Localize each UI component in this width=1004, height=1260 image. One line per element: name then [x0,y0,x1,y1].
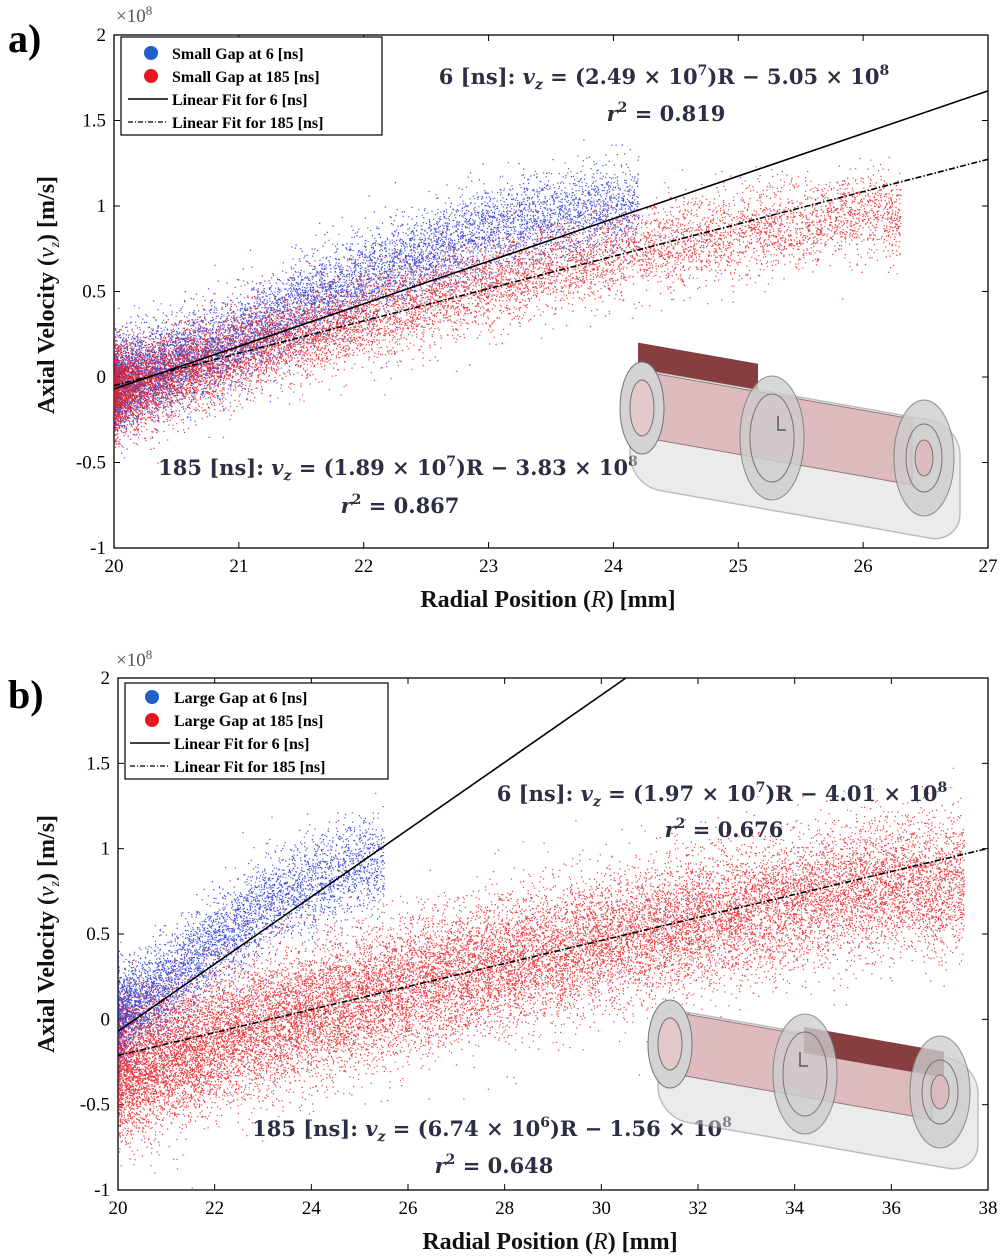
y-tick-label: -0.5 [76,453,106,474]
panel-b-r2-185ns: r2 = 0.648 [435,1152,554,1178]
panel-a-eq-6ns: 6 [ns]: vz = (2.49 × 107)R − 5.05 × 108 [439,63,890,93]
panel-b-tick-labels: 20 22 24 26 28 30 32 34 36 38 -1 -0.5 0 0.5 1 1.5 2 [80,668,998,1219]
x-tick-label: 32 [689,1198,708,1219]
fit-line-185ns [113,158,989,387]
x-tick-label: 21 [229,556,248,577]
panel-a: a) ×108 20 21 22 23 24 25 26 27-1-0.500.511.52 … [8,3,998,613]
y-tick-label: -1 [94,1180,110,1201]
scatter-series-6ns [114,139,640,454]
x-tick-label: 22 [354,556,373,577]
panel-b-y-axis-title: Axial Velocity (vz) [m/s] [34,815,63,1053]
legend-entry-6ns: Small Gap at 6 [ns] [172,46,304,63]
y-tick-label: 0 [97,367,107,388]
panel-a-exponent: ×108 [116,3,152,27]
x-tick-label: 20 [105,556,124,577]
panel-a-fit-lines [113,90,989,390]
x-tick-label: 26 [399,1198,418,1219]
legend-marker-red [144,69,158,83]
y-tick-label: 0 [101,1009,111,1030]
panel-b-x-axis-title: Radial Position (R) [mm] [422,1229,677,1255]
x-tick-label: 27 [979,556,998,577]
legend-entry-fit-185ns: Linear Fit for 185 [ns] [174,759,325,776]
legend-marker-red [145,713,159,727]
panel-b: b) ×108 20 22 24 26 28 30 32 34 36 38 -1 -0.5 0 0.5 1 1… [8,647,998,1255]
legend-entry-fit-6ns: Linear Fit for 6 [ns] [172,92,307,109]
fit-line-185ns [117,847,989,1057]
panel-b-fit-lines [117,677,989,1057]
panel-a-legend: Small Gap at 6 [ns] Small Gap at 185 [ns… [120,36,383,136]
panel-a-r2-6ns: r2 = 0.819 [607,100,726,126]
x-tick-label: 34 [785,1198,805,1219]
x-tick-label: 30 [592,1198,611,1219]
legend-marker-blue [144,46,158,60]
x-tick-label: 22 [205,1198,224,1219]
y-tick-label: 1.5 [82,111,106,132]
y-tick-label: 2 [101,668,111,689]
y-tick-label: 2 [97,25,107,46]
panel-a-geometry-inset [619,342,961,540]
y-tick-label: 1.5 [86,753,110,774]
legend-entry-185ns: Small Gap at 185 [ns] [172,69,320,86]
x-tick-label: 23 [479,556,498,577]
panel-b-legend: Large Gap at 6 [ns] Large Gap at 185 [ns… [124,682,389,780]
panel-a-tick-labels: 20 21 22 23 24 25 26 27 -1 -0.5 0 0.5 1 1.5 2 [76,25,998,577]
panel-b-exponent: ×108 [116,647,152,671]
panel-b-eq-6ns: 6 [ns]: vz = (1.97 × 107)R − 4.01 × 108 [497,780,948,810]
panel-b-label: b) [8,672,44,717]
x-tick-label: 26 [854,556,873,577]
x-tick-label: 36 [882,1198,901,1219]
x-tick-label: 28 [495,1198,514,1219]
y-tick-label: 0.5 [86,924,110,945]
legend-entry-185ns: Large Gap at 185 [ns] [174,713,323,730]
y-tick-label: -0.5 [80,1095,110,1116]
x-tick-label: 25 [729,556,748,577]
scatter-points [114,139,640,454]
panel-a-y-axis-title: Axial Velocity (vz) [m/s] [34,176,63,414]
x-tick-label: 24 [604,556,624,577]
fit-line-6ns [113,90,989,390]
panel-a-label: a) [8,16,41,61]
panel-a-r2-185ns: r2 = 0.867 [341,492,460,518]
scatter-series-185ns [118,767,965,1189]
legend-entry-fit-185ns: Linear Fit for 185 [ns] [172,115,323,132]
x-tick-label: 20 [109,1198,128,1219]
scatter-points [118,792,385,1089]
scatter-points [118,767,965,1189]
scatter-series-185ns [114,156,902,473]
y-tick-label: 0.5 [82,282,106,303]
fit-line-6ns [117,677,627,1032]
panel-a-scatter [114,139,902,473]
panel-b-geometry-inset [647,999,979,1170]
y-tick-label: -1 [90,538,106,559]
legend-entry-fit-6ns: Linear Fit for 6 [ns] [174,736,309,753]
x-tick-label: 24 [302,1198,322,1219]
scatter-series-6ns [118,792,385,1089]
panel-a-eq-185ns: 185 [ns]: vz = (1.89 × 107)R − 3.83 × 10… [158,454,638,484]
legend-marker-blue [145,690,159,704]
legend-entry-6ns: Large Gap at 6 [ns] [174,690,307,707]
panel-b-eq-185ns: 185 [ns]: vz = (6.74 × 106)R − 1.56 × 10… [252,1115,732,1145]
scatter-points [114,156,902,473]
x-tick-label: 38 [979,1198,998,1219]
y-tick-label: 1 [97,196,107,217]
panel-b-r2-6ns: r2 = 0.676 [665,816,784,842]
y-tick-label: 1 [101,839,111,860]
panel-a-x-axis-title: Radial Position (R) [mm] [420,587,675,613]
panel-b-scatter [118,767,965,1189]
